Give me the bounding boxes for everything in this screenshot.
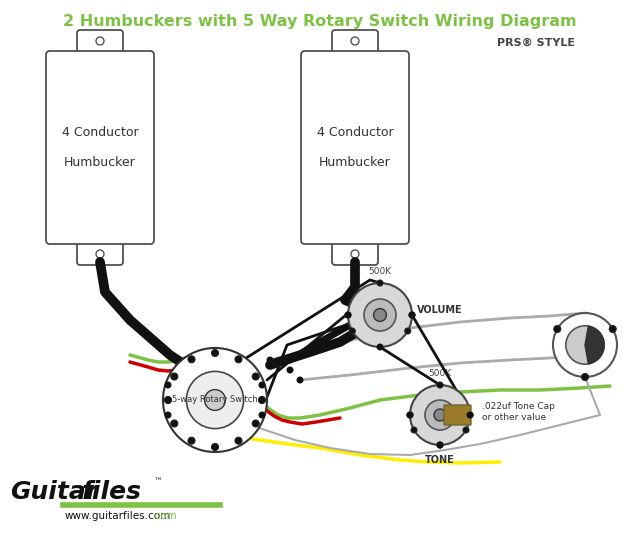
FancyBboxPatch shape: [332, 30, 378, 58]
Text: TONE: TONE: [425, 455, 455, 465]
Circle shape: [188, 356, 195, 363]
Text: www.guitarfiles.com: www.guitarfiles.com: [65, 511, 172, 521]
Circle shape: [163, 348, 267, 452]
Circle shape: [437, 382, 443, 388]
Text: 2 Humbuckers with 5 Way Rotary Switch Wiring Diagram: 2 Humbuckers with 5 Way Rotary Switch Wi…: [63, 14, 577, 29]
Circle shape: [188, 437, 195, 444]
FancyBboxPatch shape: [77, 237, 123, 265]
Circle shape: [467, 411, 474, 418]
Circle shape: [171, 420, 178, 427]
Circle shape: [211, 444, 218, 450]
Circle shape: [164, 396, 172, 403]
Circle shape: [566, 326, 604, 364]
Circle shape: [349, 328, 355, 334]
Circle shape: [164, 411, 172, 418]
Circle shape: [266, 356, 273, 363]
Circle shape: [96, 37, 104, 45]
Circle shape: [348, 283, 412, 347]
Text: 500K: 500K: [428, 369, 452, 378]
Circle shape: [351, 37, 359, 45]
Circle shape: [409, 312, 415, 318]
FancyBboxPatch shape: [77, 30, 123, 58]
Circle shape: [609, 325, 616, 332]
Circle shape: [345, 312, 351, 318]
Circle shape: [376, 343, 383, 350]
Text: Guitar: Guitar: [10, 480, 98, 504]
Circle shape: [171, 373, 178, 380]
FancyBboxPatch shape: [301, 51, 409, 244]
FancyBboxPatch shape: [444, 405, 471, 425]
FancyBboxPatch shape: [46, 51, 154, 244]
Circle shape: [235, 356, 242, 363]
Circle shape: [437, 442, 443, 448]
Circle shape: [287, 366, 294, 373]
Text: PRS® STYLE: PRS® STYLE: [497, 38, 575, 48]
Circle shape: [235, 437, 242, 444]
Text: 4 Conductor

Humbucker: 4 Conductor Humbucker: [317, 126, 394, 169]
Circle shape: [406, 411, 413, 418]
Circle shape: [164, 381, 172, 388]
Circle shape: [434, 409, 446, 421]
Circle shape: [205, 389, 225, 410]
Circle shape: [259, 396, 266, 403]
Circle shape: [554, 325, 561, 332]
Circle shape: [259, 381, 266, 388]
Circle shape: [377, 280, 383, 286]
Text: .022uf Tone Cap
or other value: .022uf Tone Cap or other value: [482, 402, 555, 422]
Circle shape: [463, 427, 469, 433]
Text: 500K: 500K: [369, 267, 392, 276]
Circle shape: [211, 444, 218, 450]
Wedge shape: [585, 326, 604, 364]
Text: .com: .com: [152, 511, 178, 521]
Circle shape: [411, 427, 417, 433]
Circle shape: [211, 349, 218, 356]
Circle shape: [404, 328, 411, 334]
Circle shape: [252, 373, 259, 380]
Text: 5-way Rotary Switch: 5-way Rotary Switch: [172, 395, 258, 404]
Circle shape: [364, 299, 396, 331]
Circle shape: [425, 400, 455, 430]
Circle shape: [374, 309, 387, 322]
Text: 4 Conductor

Humbucker: 4 Conductor Humbucker: [61, 126, 138, 169]
Circle shape: [408, 311, 415, 318]
Circle shape: [436, 441, 444, 448]
Circle shape: [410, 385, 470, 445]
Circle shape: [259, 396, 266, 403]
Circle shape: [186, 371, 244, 429]
Circle shape: [553, 313, 617, 377]
Circle shape: [351, 250, 359, 258]
Circle shape: [407, 412, 413, 418]
Circle shape: [467, 412, 473, 418]
Circle shape: [164, 396, 172, 403]
Circle shape: [96, 250, 104, 258]
Circle shape: [259, 411, 266, 418]
Circle shape: [252, 420, 259, 427]
Circle shape: [582, 373, 589, 380]
FancyBboxPatch shape: [332, 237, 378, 265]
Text: ™: ™: [154, 478, 163, 486]
Circle shape: [296, 377, 303, 384]
Text: files: files: [82, 480, 142, 504]
Circle shape: [344, 311, 351, 318]
Text: VOLUME: VOLUME: [417, 305, 463, 315]
